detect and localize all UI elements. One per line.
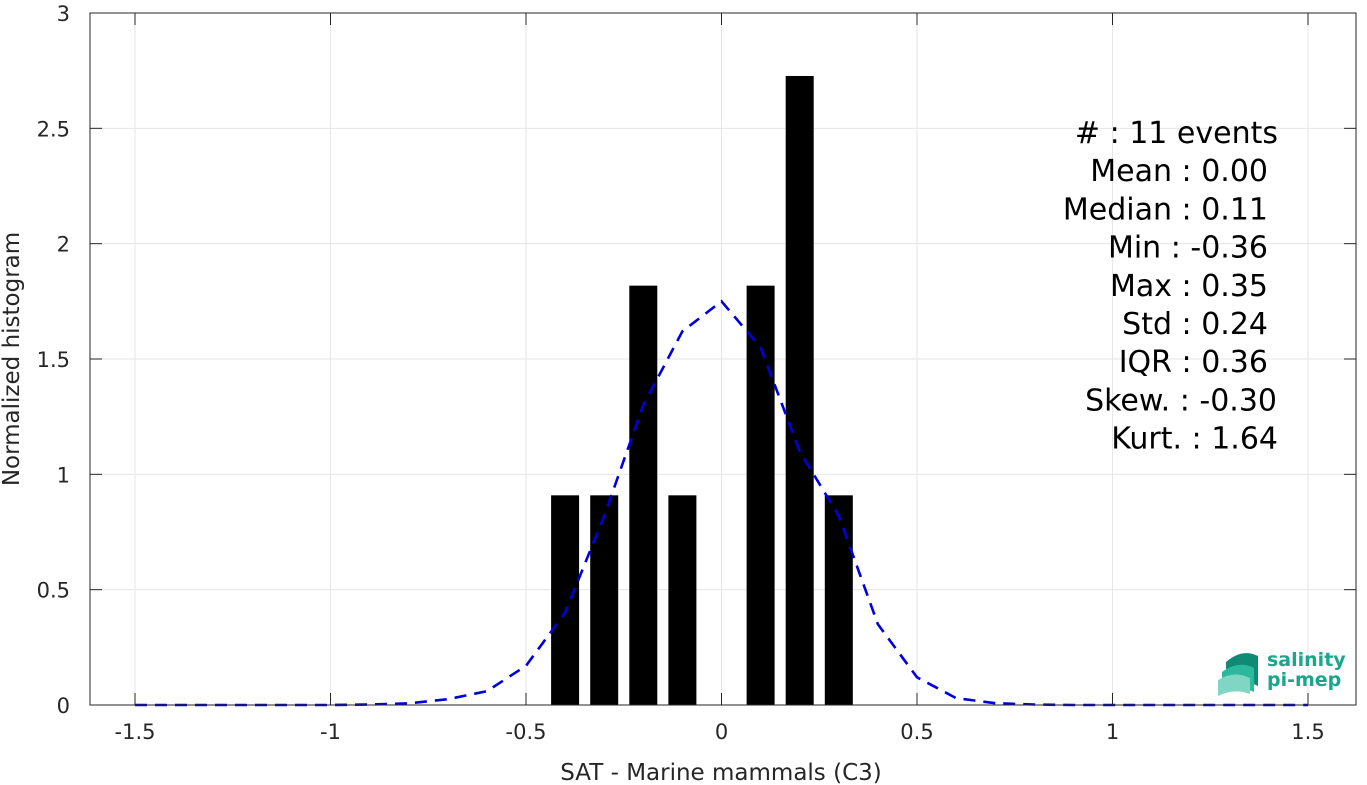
x-tick-label: 1 xyxy=(1106,720,1119,744)
y-tick-label: 1 xyxy=(57,463,70,487)
stat-line: Kurt. : 1.64 xyxy=(1111,422,1278,457)
y-tick-label: 1.5 xyxy=(37,348,70,372)
x-tick-label: 0.5 xyxy=(900,720,933,744)
histogram-bar xyxy=(746,285,775,705)
stat-line: Median : 0.11 xyxy=(1063,192,1268,227)
logo-waves-icon xyxy=(1218,653,1258,696)
histogram-bar xyxy=(551,495,580,705)
logo-line1: salinity xyxy=(1267,649,1346,671)
y-tick-label: 2 xyxy=(57,233,70,257)
x-tick-label: 1.5 xyxy=(1291,720,1324,744)
histogram-bar xyxy=(785,75,814,706)
histogram-bar xyxy=(629,285,658,705)
stat-line: IQR : 0.36 xyxy=(1119,345,1268,380)
stat-line: Mean : 0.00 xyxy=(1090,154,1268,189)
bars xyxy=(551,75,853,706)
y-tick-label: 3 xyxy=(57,2,70,26)
stat-line: Skew. : -0.30 xyxy=(1085,383,1277,418)
y-axis-title: Normalized histogram xyxy=(0,232,25,486)
x-axis-title: SAT - Marine mammals (C3) xyxy=(560,760,882,785)
histogram-bar xyxy=(824,495,853,705)
x-tick-label: 0 xyxy=(715,720,728,744)
logo-line2: pi-mep xyxy=(1267,669,1341,691)
stat-line: Min : -0.36 xyxy=(1108,231,1268,266)
y-tick-label: 0 xyxy=(57,694,70,718)
stat-line: Std : 0.24 xyxy=(1122,307,1268,342)
histogram-bar xyxy=(668,495,697,705)
stat-line: # : 11 events xyxy=(1075,116,1278,151)
axis-ticks: -1.5 -1 -0.5 0 0.5 1 1.5 0 0.5 1 1.5 2 2.5 3 xyxy=(37,2,1356,744)
stat-line: Max : 0.35 xyxy=(1110,269,1268,304)
y-tick-label: 0.5 xyxy=(37,579,70,603)
x-tick-label: -0.5 xyxy=(506,720,547,744)
x-tick-label: -1.5 xyxy=(115,720,156,744)
y-tick-label: 2.5 xyxy=(37,117,70,141)
x-tick-label: -1 xyxy=(320,720,341,744)
salinity-pi-mep-logo: salinity pi-mep xyxy=(1218,649,1346,696)
histogram-bar xyxy=(590,495,619,705)
